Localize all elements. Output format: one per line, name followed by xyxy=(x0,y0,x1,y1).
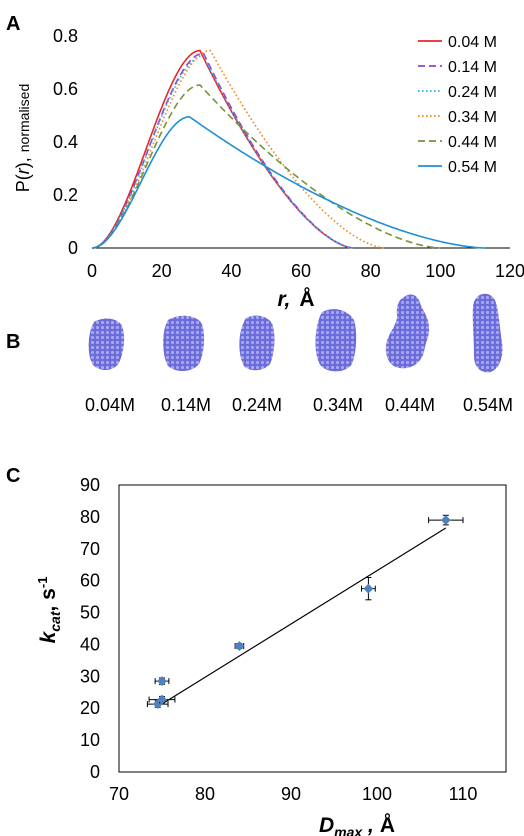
panel-a-x-axis-title: r, Å xyxy=(277,287,314,311)
panel-c-plot-frame xyxy=(118,484,507,773)
panel-a-x-tick: 120 xyxy=(495,261,524,281)
panel-c-x-title-main: D xyxy=(319,814,334,836)
model-label: 0.14M xyxy=(161,395,211,415)
panel-a-y-title-var: r xyxy=(13,167,33,174)
panel-a-y-ticks: 0 0.2 0.4 0.6 0.8 xyxy=(53,26,78,258)
panel-c-y-title-unit: , s xyxy=(37,588,60,611)
panel-a-y-tick: 0 xyxy=(68,238,78,258)
panel-a-x-tick: 80 xyxy=(361,261,381,281)
panel-c-y-title-main: k xyxy=(37,630,60,643)
panel-c-points xyxy=(146,514,464,710)
panel-c-y-tick: 70 xyxy=(80,539,100,559)
model-0.14M xyxy=(163,315,205,372)
panel-a-y-title-prefix: P( xyxy=(13,174,33,192)
panel-c-y-title-sup: -1 xyxy=(35,577,50,589)
panel-c-x-title-sep: , xyxy=(362,814,374,836)
point-marker xyxy=(157,676,167,687)
panel-c-x-ticks: 70 80 90 100 110 xyxy=(109,784,477,804)
model-0.24M xyxy=(239,315,275,371)
data-point xyxy=(361,576,376,601)
legend-label: 0.24 M xyxy=(448,84,497,101)
legend-label: 0.04 M xyxy=(448,34,497,51)
series-line-0.04M xyxy=(91,49,354,249)
panel-a: A P(r), normalised 0 0.2 0.4 0.6 0.8 0 20 40 60… xyxy=(6,13,524,311)
model-0.54M xyxy=(472,293,503,373)
point-marker xyxy=(363,583,374,594)
panel-c-fit-line xyxy=(157,527,447,708)
point-marker xyxy=(234,641,245,651)
panel-c-y-tick: 0 xyxy=(90,762,100,782)
panel-c-y-title-sub: cat xyxy=(47,610,63,632)
point-marker xyxy=(440,515,451,526)
panel-a-series-group xyxy=(91,49,486,249)
panel-a-x-tick: 60 xyxy=(291,261,311,281)
data-point xyxy=(234,641,245,651)
model-labels: 0.04M 0.14M 0.24M 0.34M 0.44M 0.54M xyxy=(85,395,513,415)
legend-label: 0.44 M xyxy=(448,134,497,151)
panel-a-y-axis-title: P(r), normalised xyxy=(13,84,33,192)
panel-a-y-tick: 0.8 xyxy=(53,26,78,46)
model-label: 0.54M xyxy=(463,395,513,415)
panel-c-y-tick: 10 xyxy=(80,730,100,750)
panel-c-x-tick: 80 xyxy=(195,784,215,804)
panel-a-y-title-suffix: normalised xyxy=(16,84,32,152)
legend-label: 0.34 M xyxy=(448,109,497,126)
panel-c-x-tick: 100 xyxy=(362,784,392,804)
panel-c-y-ticks: 0 10 20 30 40 50 60 70 80 90 xyxy=(80,475,100,782)
panel-a-x-tick: 0 xyxy=(87,261,97,281)
series-line-0.54M xyxy=(91,115,486,249)
model-label: 0.04M xyxy=(85,395,135,415)
panel-a-x-title-var: r, xyxy=(277,288,290,311)
panel-a-x-title-unit: Å xyxy=(299,287,314,311)
panel-c: C kcat, s-1 0 10 20 30 40 50 60 70 80 90 70 80 90 10… xyxy=(6,465,507,836)
model-label: 0.44M xyxy=(385,395,435,415)
panel-b-label: B xyxy=(6,331,20,353)
series-line-0.44M xyxy=(91,84,441,249)
panel-c-x-axis-title: Dmax , Å xyxy=(319,813,395,836)
model-label: 0.34M xyxy=(313,395,363,415)
panel-c-y-axis-title: kcat, s-1 xyxy=(35,577,63,644)
panel-c-y-tick: 60 xyxy=(80,571,100,591)
panel-c-y-tick: 80 xyxy=(80,507,100,527)
panel-c-y-tick: 40 xyxy=(80,634,100,654)
legend-label: 0.54 M xyxy=(448,159,497,176)
panel-a-legend: 0.04 M 0.14 M 0.24 M 0.34 M 0.44 M 0.54 M xyxy=(418,34,497,176)
model-0.44M xyxy=(385,294,430,369)
panel-a-label: A xyxy=(6,13,20,35)
panel-c-x-title-unit: Å xyxy=(380,813,395,836)
panel-a-x-tick: 100 xyxy=(425,261,455,281)
panel-a-y-tick: 0.4 xyxy=(53,132,78,152)
panel-c-label: C xyxy=(6,465,20,487)
panel-c-y-tick: 20 xyxy=(80,698,100,718)
panel-a-y-tick: 0.6 xyxy=(53,79,78,99)
model-0.34M xyxy=(315,309,357,372)
series-line-0.14M xyxy=(91,52,354,249)
model-label: 0.24M xyxy=(232,395,282,415)
panel-c-x-title-sub: max xyxy=(334,824,363,836)
panel-a-x-tick: 40 xyxy=(221,261,241,281)
panel-c-x-tick: 70 xyxy=(109,784,129,804)
data-point xyxy=(148,694,176,705)
data-point xyxy=(428,514,464,526)
data-point xyxy=(154,676,170,687)
legend-label: 0.14 M xyxy=(448,59,497,76)
panel-a-x-ticks: 0 20 40 60 80 100 120 xyxy=(87,261,524,281)
panel-c-x-tick: 90 xyxy=(281,784,301,804)
panel-a-x-tick: 20 xyxy=(152,261,172,281)
series-line-0.34M xyxy=(91,49,385,249)
panel-c-y-tick: 90 xyxy=(80,475,100,495)
series-line-0.24M xyxy=(91,55,354,249)
panel-c-y-tick: 30 xyxy=(80,666,100,686)
panel-b: B 0.04M 0.14M 0.24M 0.34M 0.44M 0.54M xyxy=(6,293,513,415)
panel-c-x-tick: 110 xyxy=(449,784,478,804)
panel-c-y-tick: 50 xyxy=(80,603,100,623)
panel-a-y-tick: 0.2 xyxy=(53,185,78,205)
panel-a-y-title-mid: ), xyxy=(13,152,33,168)
point-marker xyxy=(157,694,167,705)
model-0.04M xyxy=(88,318,125,371)
